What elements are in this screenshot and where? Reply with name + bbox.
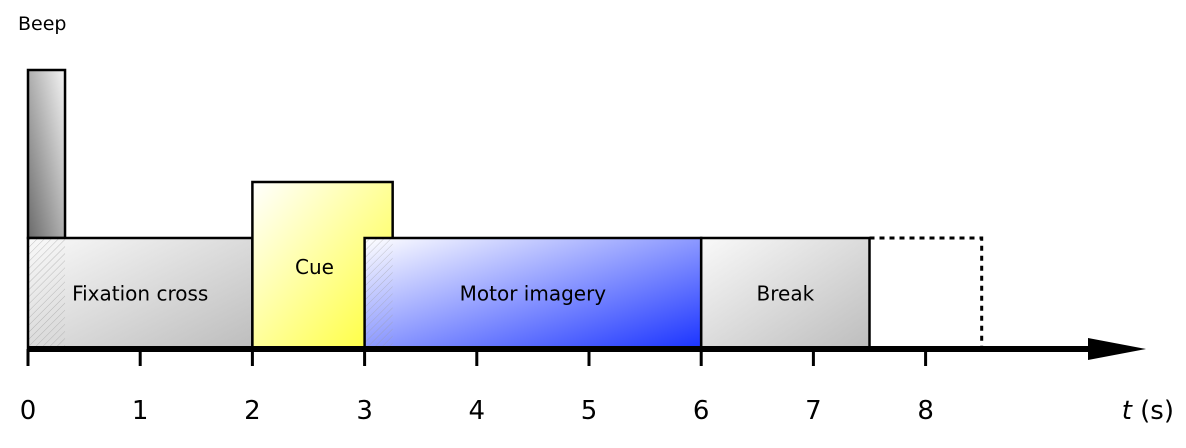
phase-fixation-cross-fill <box>28 238 253 349</box>
phase-fixation-cross-label: Fixation cross <box>72 282 208 306</box>
phase-blocks: Fixation cross Cue Motor imagery Break <box>26 180 871 351</box>
axis-tick-label: 4 <box>469 396 486 426</box>
axis-title: t (s) <box>1122 396 1174 426</box>
phase-fixation-cross: Fixation cross <box>26 236 254 351</box>
phase-motor-imagery-label: Motor imagery <box>460 282 607 306</box>
axis-tick-label: 1 <box>132 396 149 426</box>
phase-motor-imagery-fill <box>364 238 702 349</box>
axis-title-variable: t <box>1122 396 1133 426</box>
phase-break: Break <box>699 236 871 351</box>
axis-title-unit: (s) <box>1132 396 1174 426</box>
axis-tick-label: 3 <box>356 396 373 426</box>
axis-tick-label: 0 <box>20 396 37 426</box>
phase-fixation-cross-hatch <box>28 238 66 349</box>
axis-ticks: 0 1 2 3 4 5 6 7 8 <box>20 349 934 426</box>
phase-motor-imagery: Motor imagery <box>363 236 703 351</box>
axis-tick-label: 7 <box>805 396 822 426</box>
phase-cue-label: Cue <box>295 255 334 279</box>
phase-motor-imagery-hatch <box>364 238 393 349</box>
phase-break-label: Break <box>757 282 815 306</box>
axis-tick-label: 6 <box>693 396 710 426</box>
dashed-extension-box <box>869 236 984 349</box>
time-axis-arrowhead <box>1088 338 1146 360</box>
axis-tick-label: 5 <box>581 396 598 426</box>
beep-label: Beep <box>18 13 66 35</box>
axis-tick-label: 2 <box>244 396 261 426</box>
phase-break-fill <box>701 238 870 349</box>
axis-tick-label: 8 <box>917 396 934 426</box>
beep-bar <box>26 68 67 240</box>
